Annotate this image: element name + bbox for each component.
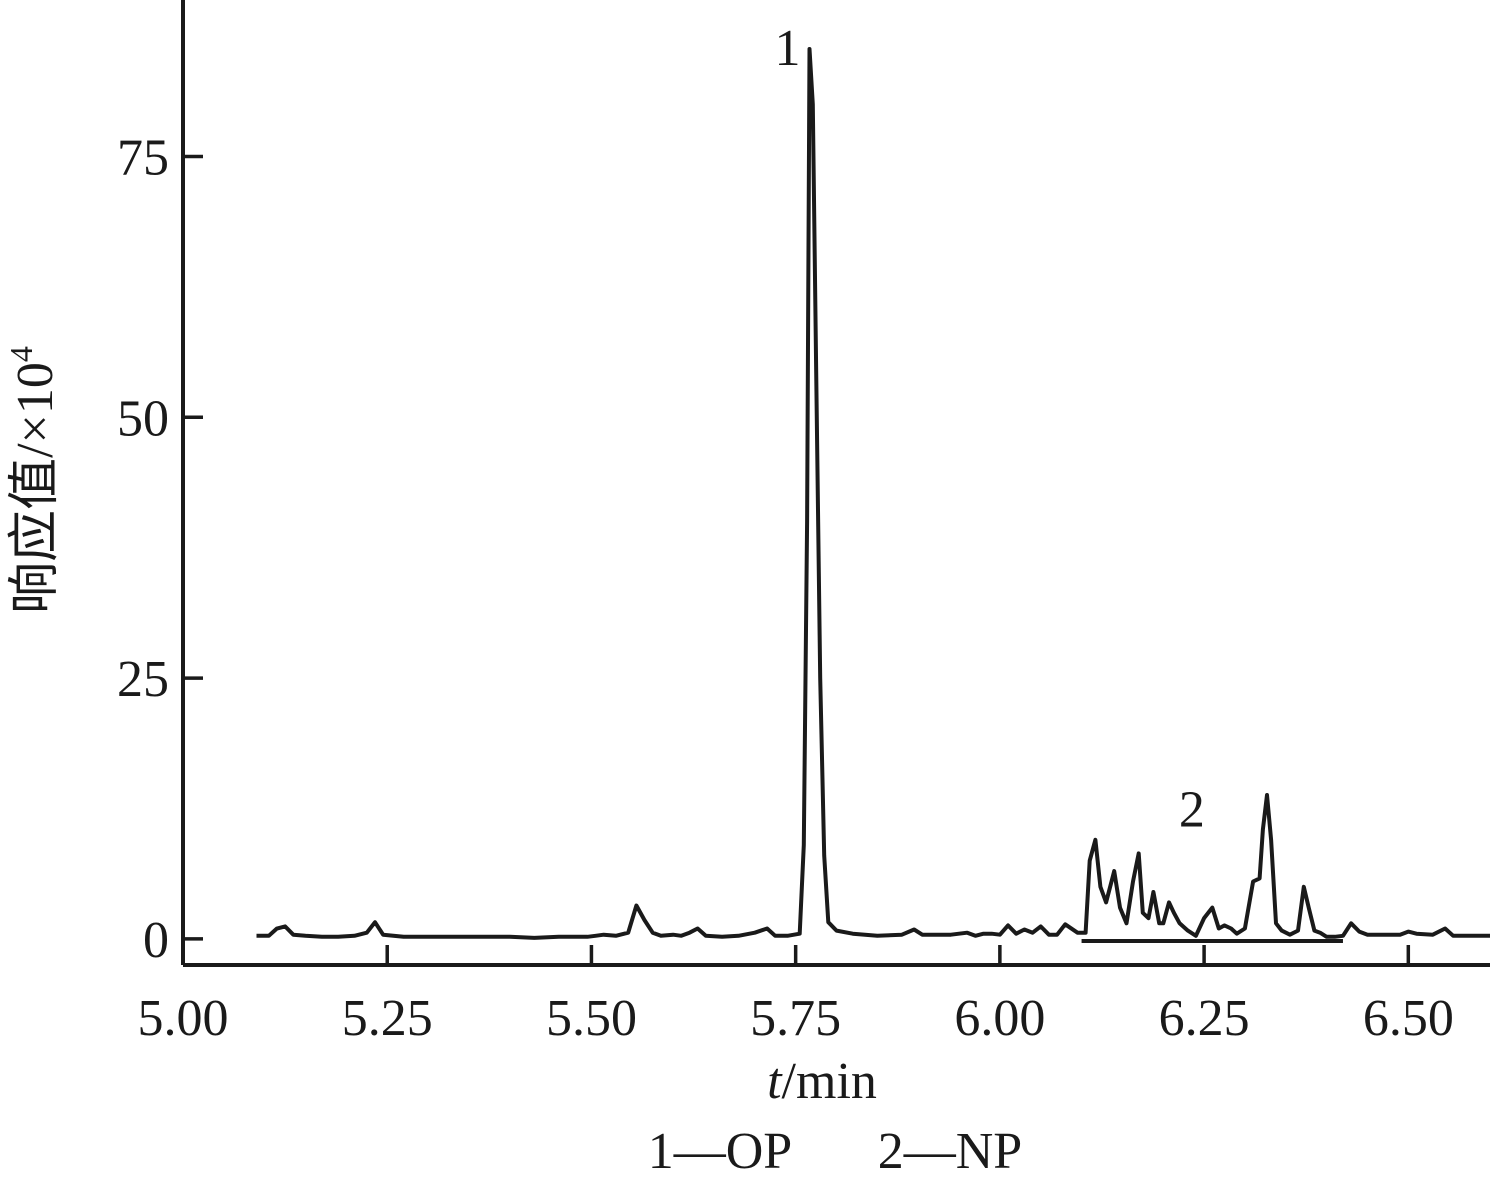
x-ticks: 5.00 5.25 5.50 5.75 6.00 6.25 6.50: [138, 945, 1454, 1047]
x-tick-label: 5.50: [546, 990, 637, 1047]
y-axis-title-sup: 4: [3, 346, 39, 362]
x-axis-title-unit: /min: [782, 1053, 877, 1110]
x-tick-label: 5.25: [342, 990, 433, 1047]
x-tick-label: 6.25: [1159, 990, 1250, 1047]
y-axis-title: 响应值/×104: [3, 346, 64, 614]
x-tick-label: 5.00: [138, 990, 229, 1047]
y-tick-label: 75: [117, 129, 169, 186]
legend-entry: 2—NP: [878, 1123, 1022, 1180]
chromatogram-trace: [256, 47, 1490, 940]
y-tick-label: 0: [143, 912, 169, 969]
axes: [181, 0, 1490, 967]
legend: 1—OP 2—NP: [648, 1123, 1022, 1180]
peak-label: 2: [1179, 782, 1205, 839]
x-tick-label: 6.00: [954, 990, 1045, 1047]
y-ticks: 0 25 50 75: [117, 129, 203, 969]
x-tick-label: 6.50: [1363, 990, 1454, 1047]
x-tick-label: 5.75: [750, 990, 841, 1047]
peak-labels: 12: [774, 20, 1204, 839]
y-tick-label: 50: [117, 390, 169, 447]
series-layer: [256, 47, 1490, 940]
x-axis-title: t/min: [767, 1053, 877, 1110]
peak-label: 1: [774, 20, 800, 77]
x-axis-title-italic: t: [767, 1053, 783, 1110]
legend-entry: 1—OP: [648, 1123, 792, 1180]
y-axis-title-main: 响应值/×10: [7, 362, 64, 614]
y-tick-label: 25: [117, 651, 169, 708]
